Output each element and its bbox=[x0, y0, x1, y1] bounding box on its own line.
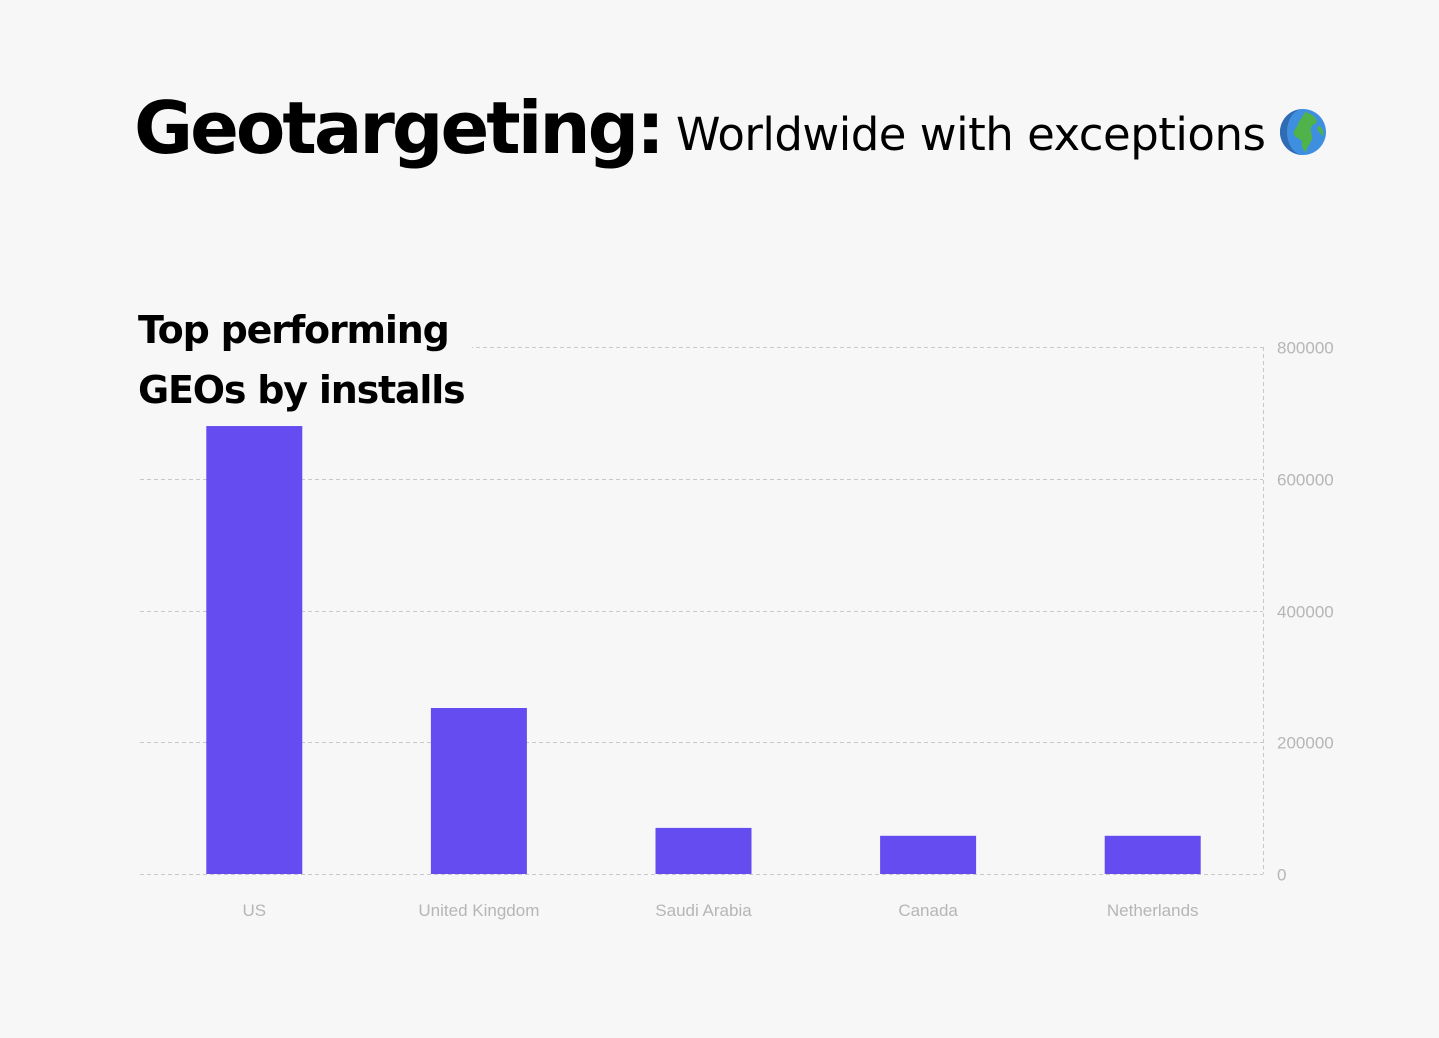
chart-title-line-2: GEOs by installs bbox=[138, 368, 466, 412]
y-tick-label: 600000 bbox=[1277, 471, 1334, 490]
x-tick-label: US bbox=[242, 901, 266, 920]
y-tick-label: 800000 bbox=[1277, 339, 1334, 358]
chart-title: Top performing GEOs by installs bbox=[138, 300, 472, 420]
page-title: Geotargeting: bbox=[134, 86, 665, 170]
bars bbox=[206, 426, 1201, 874]
x-tick-label: United Kingdom bbox=[418, 901, 539, 920]
x-tick-label: Netherlands bbox=[1107, 901, 1199, 920]
page-subtitle: Worldwide with exceptions bbox=[675, 107, 1266, 161]
y-tick-label: 200000 bbox=[1277, 734, 1334, 753]
x-tick-label: Saudi Arabia bbox=[655, 901, 752, 920]
x-axis-category-labels: US United Kingdom Saudi Arabia Canada Nether… bbox=[242, 901, 1198, 920]
bar bbox=[655, 827, 752, 874]
y-axis-tick-labels: 0 200000 400000 600000 800000 bbox=[1277, 339, 1334, 885]
gridlines bbox=[140, 347, 1264, 875]
x-tick-label: Canada bbox=[898, 901, 958, 920]
bar bbox=[206, 426, 303, 874]
bar bbox=[430, 707, 527, 874]
page-header: Geotargeting: Worldwide with exceptions bbox=[134, 78, 1327, 178]
y-tick-label: 400000 bbox=[1277, 603, 1334, 622]
y-tick-label: 0 bbox=[1277, 866, 1286, 885]
bar bbox=[880, 835, 977, 874]
chart-title-line-1: Top performing bbox=[138, 308, 450, 352]
bar bbox=[1104, 835, 1201, 874]
globe-icon bbox=[1280, 109, 1327, 155]
